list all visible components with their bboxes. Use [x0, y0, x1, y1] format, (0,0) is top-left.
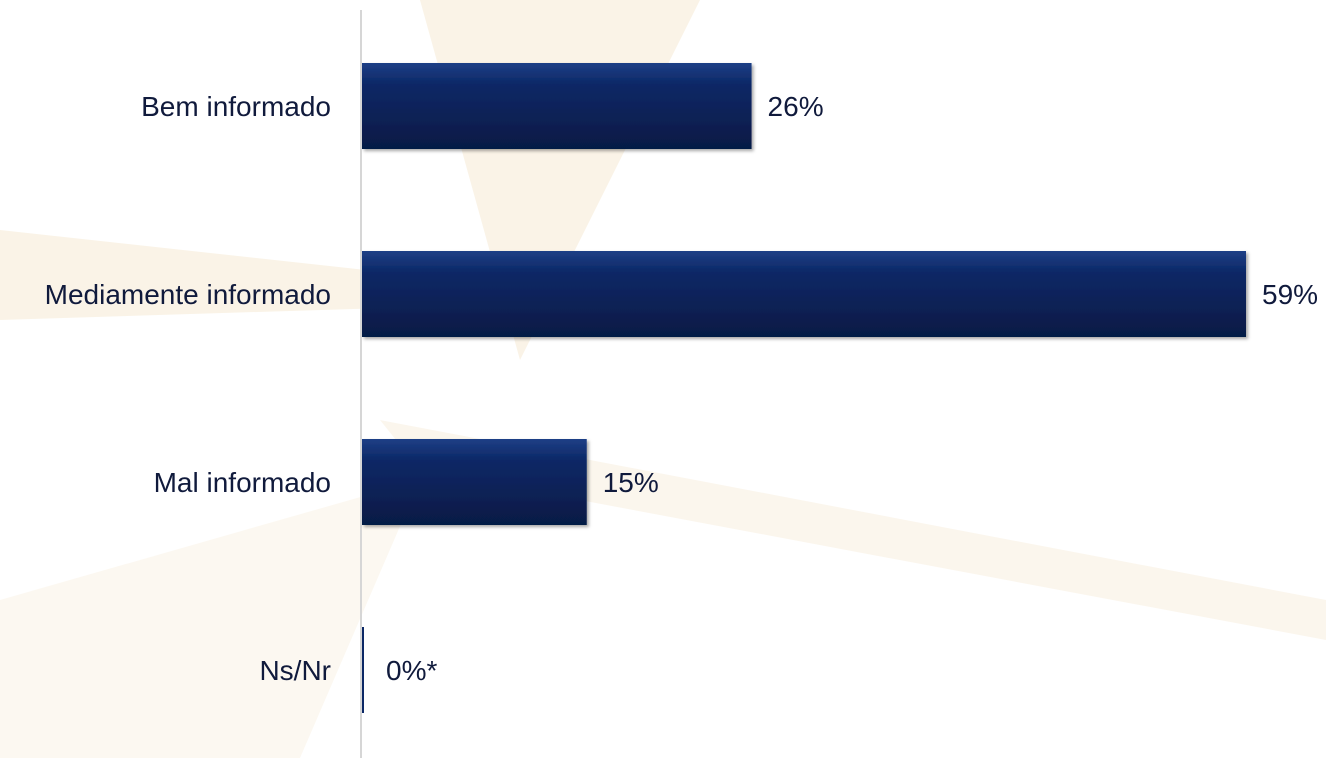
value-label-1: 59% — [1262, 279, 1318, 310]
category-label-3: Ns/Nr — [259, 655, 331, 686]
value-label-2: 15% — [603, 467, 659, 498]
category-label-1: Mediamente informado — [45, 279, 331, 310]
value-label-0: 26% — [768, 91, 824, 122]
category-label-0: Bem informado — [141, 91, 331, 122]
bar-1 — [362, 251, 1246, 337]
bar-2 — [362, 439, 587, 525]
bar-3 — [362, 627, 364, 713]
value-label-3: 0%* — [386, 655, 437, 686]
labels-layer: Bem informado 26% Mediamente informado 59% M… — [45, 91, 1318, 686]
category-label-2: Mal informado — [154, 467, 331, 498]
bar-0 — [362, 63, 752, 149]
bars-layer — [362, 63, 1246, 713]
